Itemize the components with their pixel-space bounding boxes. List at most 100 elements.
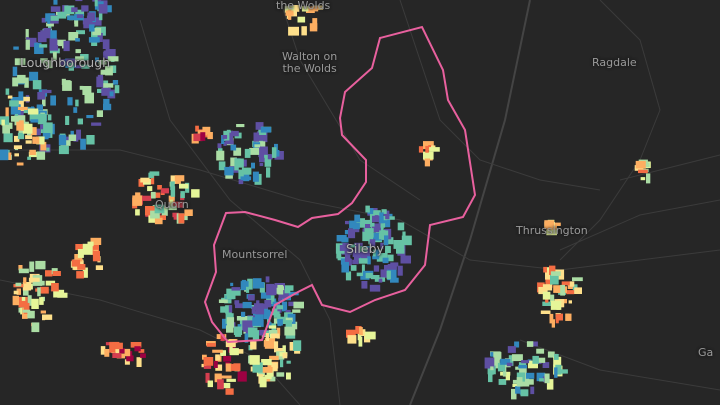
- data-patch: [259, 163, 264, 167]
- data-patch: [179, 183, 189, 189]
- data-patch: [396, 248, 405, 254]
- data-patch: [260, 126, 272, 133]
- data-patch: [50, 95, 56, 106]
- data-patch: [261, 359, 272, 366]
- data-patch: [256, 300, 260, 308]
- data-patch: [217, 379, 224, 390]
- data-patch: [58, 134, 67, 146]
- data-patch: [20, 97, 30, 102]
- data-patch: [276, 305, 283, 310]
- data-patch: [45, 13, 55, 22]
- data-patch: [247, 278, 253, 290]
- data-patch: [52, 271, 61, 276]
- data-patch: [267, 154, 273, 160]
- data-patches: [0, 0, 651, 400]
- data-patch: [252, 171, 259, 182]
- data-patch: [91, 17, 102, 26]
- boundary-outline[interactable]: [203, 25, 477, 344]
- data-patch: [170, 181, 175, 191]
- data-patch: [138, 349, 145, 353]
- data-patch: [512, 383, 519, 387]
- data-patch: [149, 171, 160, 176]
- data-patch: [5, 88, 10, 95]
- data-patch: [77, 249, 84, 258]
- data-patch: [274, 341, 279, 353]
- data-patch: [219, 382, 231, 389]
- data-patch: [161, 188, 169, 194]
- data-patch: [91, 122, 102, 126]
- road: [559, 0, 661, 261]
- data-patch: [112, 80, 119, 85]
- data-patch: [555, 318, 559, 324]
- data-patch: [638, 169, 648, 174]
- data-patch: [13, 46, 19, 50]
- data-patch: [285, 320, 292, 331]
- data-patch: [348, 228, 356, 239]
- data-patch: [45, 270, 53, 277]
- data-patch: [397, 265, 403, 276]
- data-patch: [266, 167, 271, 178]
- data-patch: [281, 301, 288, 312]
- data-patch: [376, 253, 388, 262]
- data-patch: [151, 191, 156, 199]
- data-patch: [369, 239, 376, 247]
- data-patch: [276, 327, 281, 336]
- data-patch: [285, 317, 293, 322]
- data-patch: [207, 380, 213, 388]
- data-patch: [515, 386, 521, 394]
- data-patch: [354, 256, 361, 261]
- data-patch: [75, 38, 80, 42]
- data-patch: [80, 54, 89, 61]
- data-patch: [527, 360, 538, 369]
- place-label-mountsorrel: Mountsorrel: [222, 248, 288, 261]
- road: [559, 199, 720, 251]
- data-patch: [225, 363, 232, 372]
- data-patch: [220, 350, 226, 356]
- data-patch: [49, 45, 59, 51]
- data-patch: [31, 322, 40, 333]
- data-patch: [180, 191, 185, 199]
- data-patch: [490, 366, 494, 371]
- data-patch: [18, 268, 29, 274]
- data-patch: [53, 0, 58, 5]
- data-patch: [17, 106, 28, 110]
- data-patch: [539, 378, 544, 382]
- data-patch: [235, 349, 244, 354]
- data-patch: [82, 267, 88, 278]
- data-patch: [236, 316, 248, 321]
- data-patch: [226, 288, 236, 300]
- data-patch: [380, 269, 391, 278]
- data-patch: [341, 249, 352, 255]
- data-patch: [195, 125, 199, 132]
- data-patch: [542, 291, 551, 300]
- data-patch: [50, 15, 59, 21]
- data-patch: [222, 135, 228, 139]
- data-patch: [170, 175, 176, 184]
- data-patch: [400, 255, 411, 264]
- data-patch: [229, 348, 239, 356]
- data-patch: [82, 86, 92, 95]
- data-patch: [233, 363, 241, 371]
- data-patch: [37, 92, 46, 100]
- data-patch: [356, 272, 366, 277]
- data-patch: [157, 185, 162, 190]
- data-patch: [244, 171, 250, 180]
- data-patch: [365, 272, 373, 279]
- data-patch: [27, 132, 31, 136]
- data-patch: [271, 308, 278, 314]
- data-patch: [63, 40, 70, 52]
- data-patch: [373, 265, 380, 272]
- data-patch: [384, 235, 389, 246]
- data-patch: [224, 166, 234, 176]
- data-patch: [370, 275, 380, 280]
- data-patch: [14, 135, 20, 142]
- data-patch: [276, 372, 285, 377]
- data-patch: [76, 30, 85, 35]
- data-patch: [22, 309, 31, 313]
- data-patch: [37, 113, 47, 125]
- data-patch: [15, 282, 22, 287]
- data-patch: [64, 136, 71, 141]
- data-patch: [16, 162, 24, 166]
